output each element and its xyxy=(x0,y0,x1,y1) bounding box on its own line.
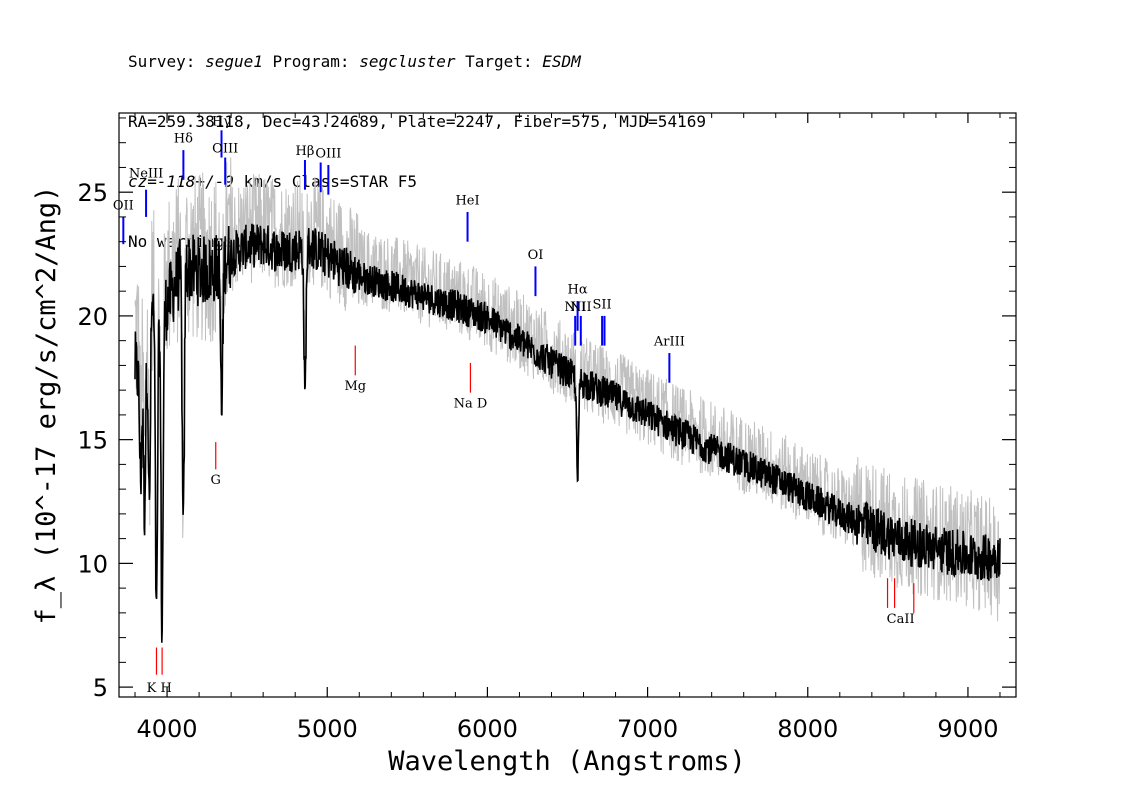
emission-line-label: NeIII xyxy=(129,166,163,181)
spectrum-header: Survey: segue1 Program: segcluster Targe… xyxy=(128,12,706,272)
noise-line xyxy=(134,157,1001,622)
emission-line-label: NII xyxy=(564,300,586,315)
emission-line-label: Hδ xyxy=(174,132,193,147)
y-tick-label: 15 xyxy=(77,427,108,455)
emission-line-label: Hβ xyxy=(296,144,315,159)
emission-line-label: Hα xyxy=(568,283,588,298)
emission-line-label: OIII xyxy=(315,147,341,162)
absorption-line-label: Na D xyxy=(454,396,488,411)
x-tick-label: 4000 xyxy=(137,715,198,743)
emission-line-label: ArIII xyxy=(653,335,685,350)
spectrum-line xyxy=(134,223,1001,643)
header-line-2: RA=259.38118, Dec=43.24689, Plate=2247, … xyxy=(128,112,706,131)
emission-line-label: OIII xyxy=(212,142,238,157)
axis-ticks: 4000 5000 6000 7000 8000 9000 5 10 15 20 25 xyxy=(77,113,1016,743)
header-line-1: Survey: segue1 Program: segcluster Targe… xyxy=(128,52,706,72)
program-label: Program: xyxy=(262,52,360,71)
x-tick-label: 9000 xyxy=(937,715,998,743)
program-value: segcluster xyxy=(359,52,456,71)
y-tick-label: 20 xyxy=(77,303,108,331)
spectrum-series xyxy=(134,223,1001,643)
emission-line-label: HeI xyxy=(455,194,479,209)
absorption-line-label: CaII xyxy=(887,612,915,627)
x-axis-label: Wavelength (Angstroms) xyxy=(388,746,746,777)
noise-series xyxy=(134,157,1001,622)
survey-label: Survey: xyxy=(128,52,206,71)
emission-line-label: NII xyxy=(570,300,592,315)
absorption-line-label: K H xyxy=(147,681,172,696)
x-tick-label: 5000 xyxy=(297,715,358,743)
plot-frame xyxy=(118,112,1017,698)
y-axis-label: f_λ (10^-17 erg/s/cm^2/Ang) xyxy=(31,186,62,625)
y-tick-label: 10 xyxy=(77,550,108,578)
emission-line-label: SII xyxy=(593,297,612,312)
emission-line-label: OI xyxy=(528,248,544,263)
target-label: Target: xyxy=(455,52,543,71)
absorption-line-label: Mg xyxy=(344,379,366,394)
redshift-value: cz=-118+/-9 xyxy=(128,172,234,191)
emission-line-label: Hγ xyxy=(212,114,231,129)
target-value: ESDM xyxy=(542,52,581,71)
emission-line-label: OII xyxy=(113,199,134,214)
survey-value: segue1 xyxy=(205,52,263,71)
x-tick-label: 7000 xyxy=(617,715,678,743)
y-tick-label: 5 xyxy=(93,674,108,702)
x-tick-label: 8000 xyxy=(777,715,838,743)
x-tick-label: 6000 xyxy=(457,715,518,743)
y-tick-label: 25 xyxy=(77,179,108,207)
absorption-line-label: G xyxy=(211,473,221,488)
